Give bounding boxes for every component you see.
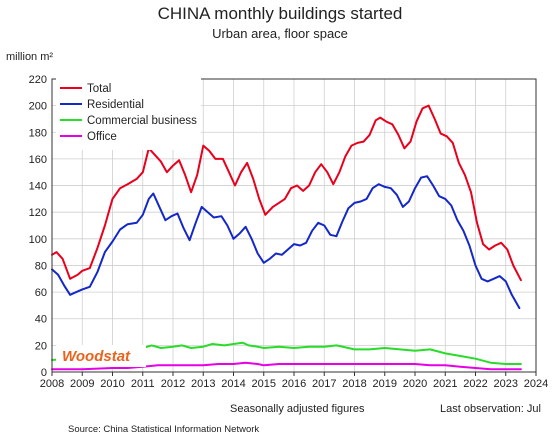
y-tick-label: 80 [35,260,47,272]
legend-label: Commercial business [87,115,197,127]
y-axis-unit-label: million m² [6,51,54,63]
line-chart: 0 20 40 60 80 100 120 140 160 180 200 220 2008 2009 20… [29,74,549,390]
watermark-background [56,345,146,367]
x-tick-label: 2021 [433,378,457,390]
series-line-residential [51,175,521,310]
x-tick-label: 2014 [221,378,245,390]
axes: 0 20 40 60 80 100 120 140 160 180 200 220 2008 2009 20… [29,74,549,390]
x-tick-label: 2017 [312,378,336,390]
legend-background [56,78,201,150]
y-tick-label: 160 [29,154,47,166]
x-tick-label: 2012 [161,378,185,390]
series-lines [51,104,522,371]
x-tick-label: 2024 [524,378,548,390]
x-tick-label: 2011 [131,378,155,390]
last-observation-note: Last observation: Jul [440,403,541,415]
y-tick-label: 40 [35,314,47,326]
x-tick-label: 2019 [373,378,397,390]
x-tick-label: 2013 [191,378,215,390]
y-tick-label: 20 [35,340,47,352]
x-tick-label: 2010 [100,378,124,390]
x-tick-label: 2015 [252,378,276,390]
y-tick-label: 220 [29,74,47,86]
series-line-total [51,104,522,282]
series-line-office [51,361,522,371]
legend-label: Office [87,131,117,143]
y-tick-label: 180 [29,127,47,139]
source-note: Source: China Statistical Information Ne… [68,424,260,435]
x-tick-label: 2016 [282,378,306,390]
x-tick-label: 2008 [40,378,64,390]
x-tick-label: 2023 [494,378,518,390]
y-tick-label: 100 [29,234,47,246]
x-tick-label: 2022 [463,378,487,390]
y-tick-label: 60 [35,287,47,299]
chart-subtitle: Urban area, floor space [212,26,348,41]
legend-label: Residential [87,99,144,111]
watermark-logo: Woodstat [62,348,131,365]
seasonal-adjustment-note: Seasonally adjusted figures [230,403,365,415]
x-tick-label: 2018 [342,378,366,390]
y-tick-label: 120 [29,207,47,219]
chart-title: CHINA monthly buildings started [157,4,403,23]
x-tick-label: 2009 [70,378,94,390]
x-tick-label: 2020 [403,378,427,390]
y-tick-label: 140 [29,181,47,193]
legend-label: Total [87,83,111,95]
y-tick-label: 0 [41,367,47,379]
y-tick-label: 200 [29,101,47,113]
legend: Total Residential Commercial business Offic… [56,78,201,150]
